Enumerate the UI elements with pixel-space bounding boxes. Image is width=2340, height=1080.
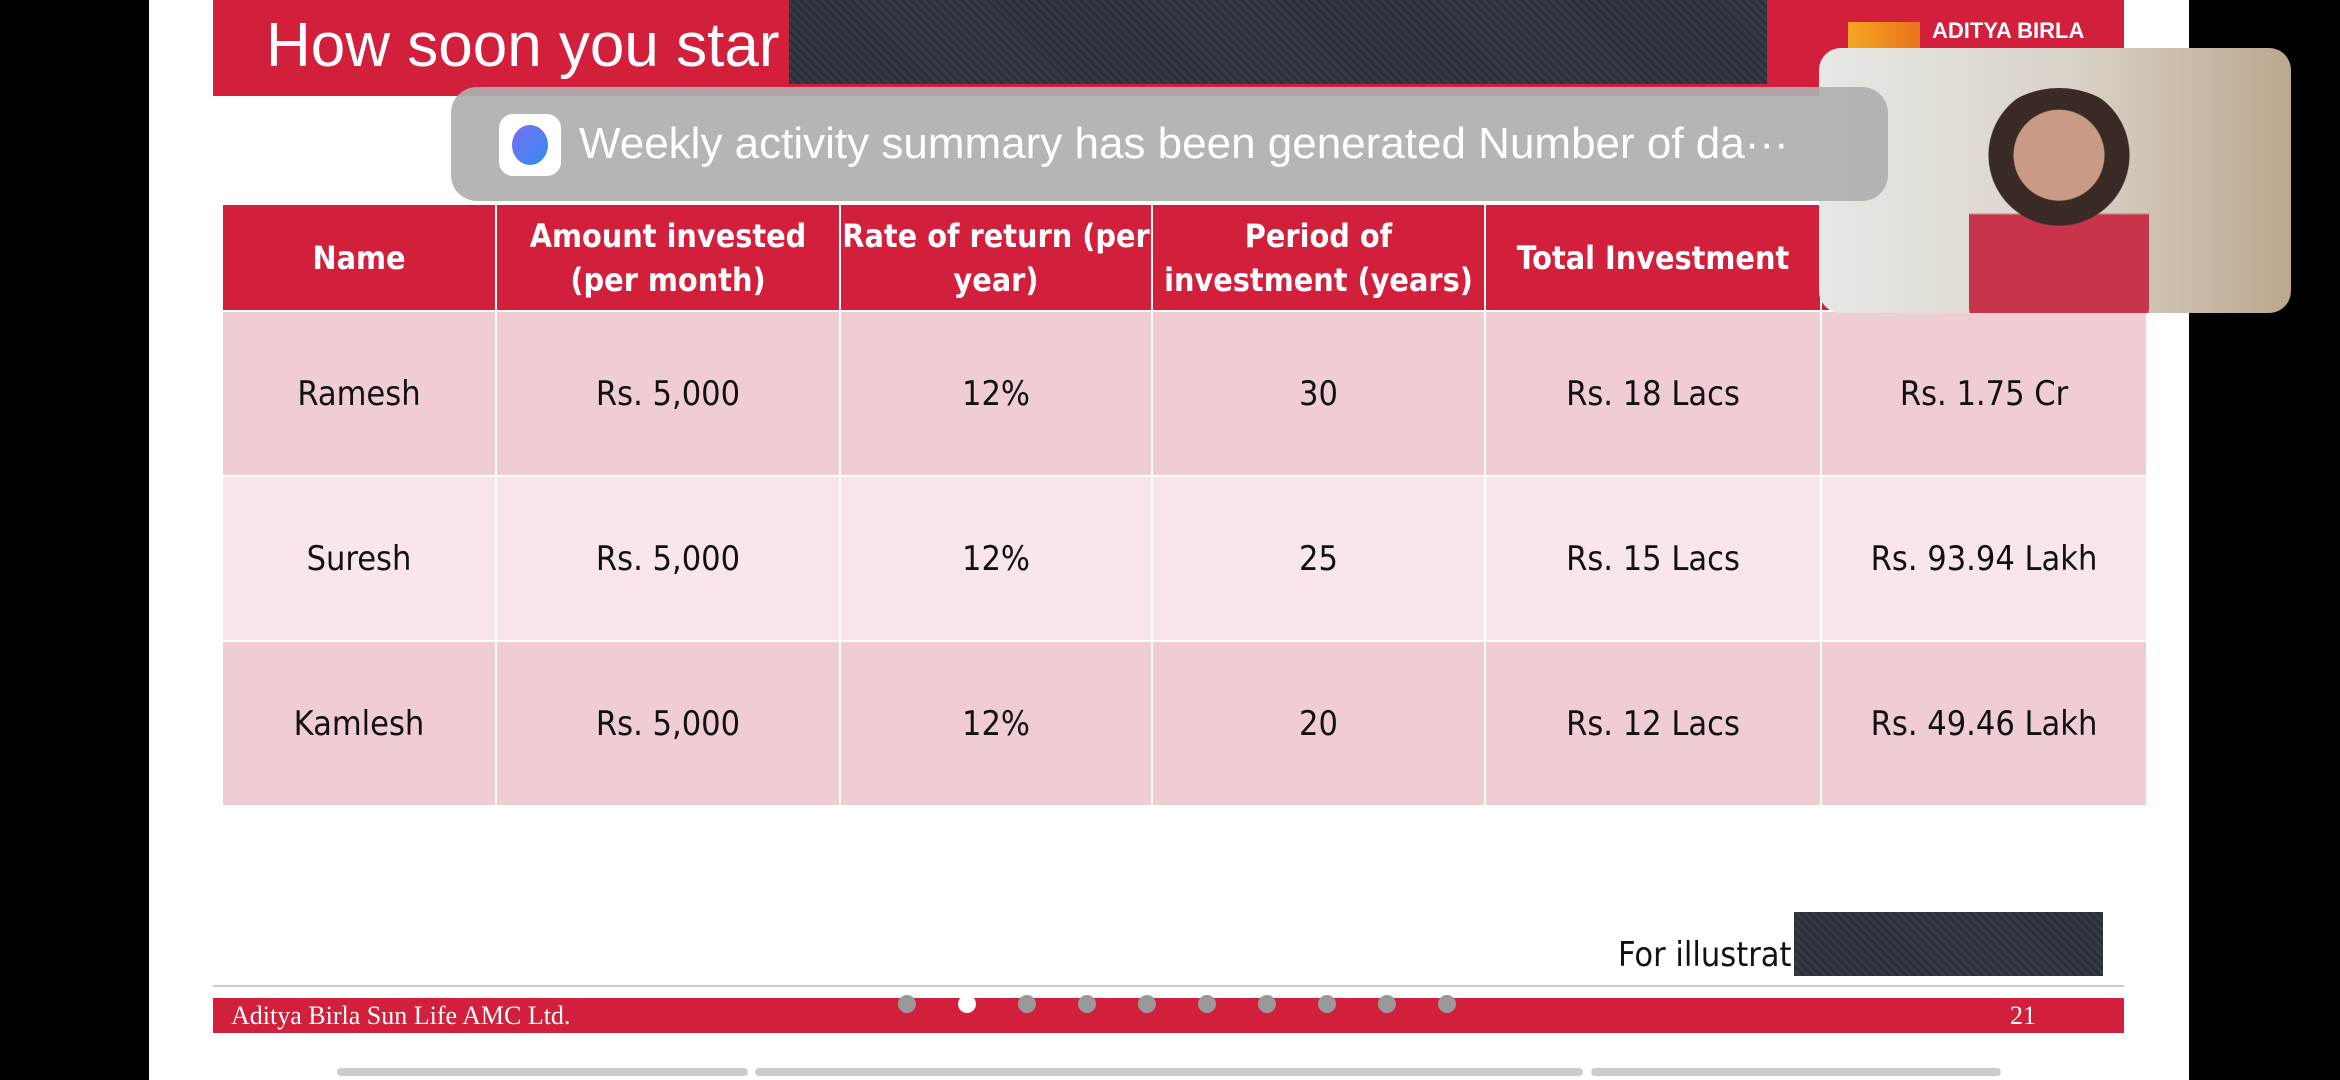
footer-text: Aditya Birla Sun Life AMC Ltd. <box>231 1001 571 1030</box>
table-cell: 12% <box>839 310 1153 477</box>
table-cell: Rs. 5,000 <box>495 640 841 807</box>
table-cell: Rs. 1.75 Cr <box>1820 310 2148 477</box>
footer: Aditya Birla Sun Life AMC Ltd. 21 <box>213 995 2124 1033</box>
page-number: 21 <box>2010 1001 2036 1030</box>
page-dot[interactable] <box>898 995 916 1013</box>
table-cell: 25 <box>1151 475 1486 642</box>
app-icon <box>499 114 561 176</box>
nav-bar <box>337 1068 748 1076</box>
person <box>1969 88 2149 313</box>
redaction <box>1794 912 2103 976</box>
table-row: Ramesh Rs. 5,000 12% 30 Rs. 18 Lacs Rs. 1.75 … <box>221 310 2148 477</box>
footer-line <box>213 985 2124 987</box>
table-cell: 12% <box>839 475 1153 642</box>
page-dot[interactable] <box>1018 995 1036 1013</box>
nav-bar <box>755 1068 1583 1076</box>
table-cell: Rs. 5,000 <box>495 310 841 477</box>
table-cell: Rs. 5,000 <box>495 475 841 642</box>
table-cell: Rs. 12 Lacs <box>1484 640 1822 807</box>
redaction <box>789 0 1767 84</box>
video-thumbnail[interactable] <box>1819 48 2291 313</box>
table-cell: 30 <box>1151 310 1486 477</box>
table-cell: Rs. 49.46 Lakh <box>1820 640 2148 807</box>
nav-bar <box>1591 1068 2001 1076</box>
table-cell: 20 <box>1151 640 1486 807</box>
page-dot[interactable] <box>1078 995 1096 1013</box>
page-dot[interactable] <box>1198 995 1216 1013</box>
header-cell: Total Investment <box>1484 203 1822 312</box>
page-dot[interactable] <box>958 995 976 1013</box>
table-cell: Kamlesh <box>221 640 497 807</box>
page-dot[interactable] <box>1258 995 1276 1013</box>
notification-text: Weekly activity summary has been generat… <box>579 119 1789 168</box>
table-cell: Rs. 18 Lacs <box>1484 310 1822 477</box>
header-cell: Name <box>221 203 497 312</box>
logo-text: ADITYA BIRLA <box>1932 18 2085 43</box>
table-cell: 12% <box>839 640 1153 807</box>
page-dot[interactable] <box>1378 995 1396 1013</box>
table-row: Kamlesh Rs. 5,000 12% 20 Rs. 12 Lacs Rs. 49.4… <box>221 640 2148 807</box>
header-cell: Rate of return (per year) <box>839 203 1153 312</box>
slide-title: How soon you star <box>266 11 780 80</box>
page-dot[interactable] <box>1438 995 1456 1013</box>
table-cell: Rs. 93.94 Lakh <box>1820 475 2148 642</box>
page-dot[interactable] <box>1138 995 1156 1013</box>
table-cell: Suresh <box>221 475 497 642</box>
table-cell: Rs. 15 Lacs <box>1484 475 1822 642</box>
header-cell: Period of investment (years) <box>1151 203 1486 312</box>
notification[interactable]: Weekly activity summary has been generat… <box>451 87 1888 201</box>
table-row: Suresh Rs. 5,000 12% 25 Rs. 15 Lacs Rs. 93.94… <box>221 475 2148 642</box>
table-cell: Ramesh <box>221 310 497 477</box>
header-cell: Amount invested (per month) <box>495 203 841 312</box>
page-dot[interactable] <box>1318 995 1336 1013</box>
